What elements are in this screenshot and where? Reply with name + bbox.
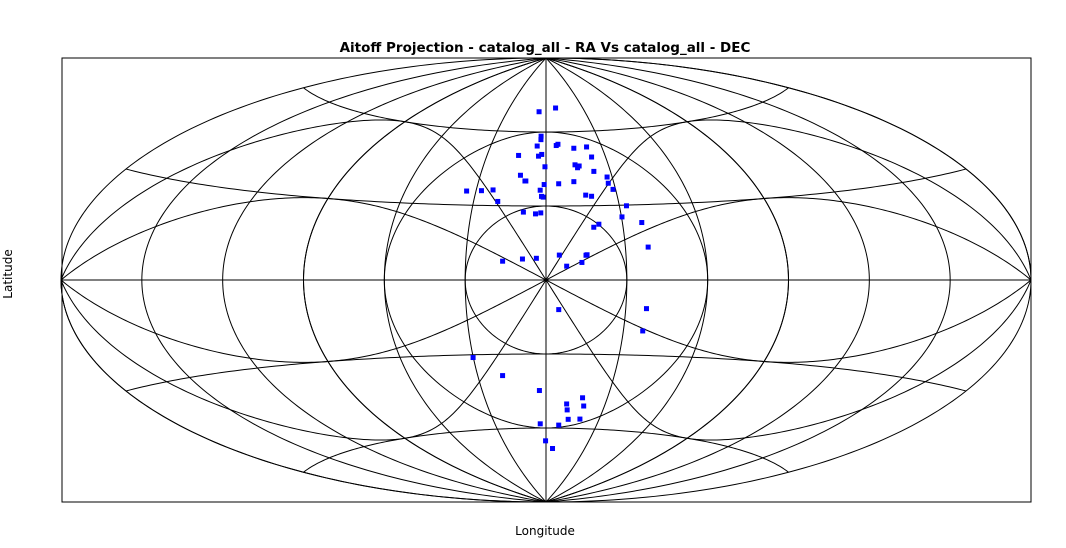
data-point	[550, 446, 556, 451]
data-point	[555, 141, 561, 147]
projection-grid	[60, 57, 1032, 503]
data-point	[523, 178, 529, 184]
data-point	[536, 153, 542, 159]
data-point	[556, 252, 562, 258]
data-point	[564, 263, 570, 269]
data-point	[538, 210, 544, 216]
data-point	[604, 174, 610, 180]
data-point	[589, 154, 595, 160]
data-point	[464, 188, 470, 194]
data-point	[605, 180, 611, 186]
data-point	[645, 244, 651, 250]
data-point	[556, 422, 562, 428]
data-point	[639, 220, 645, 226]
data-point	[539, 151, 545, 157]
chart-title: Aitoff Projection - catalog_all - RA Vs …	[340, 40, 751, 56]
data-point	[564, 401, 570, 407]
data-point	[536, 388, 542, 394]
data-point	[619, 214, 625, 220]
data-point	[537, 421, 543, 427]
data-point	[519, 256, 525, 262]
data-point	[591, 224, 597, 230]
data-point	[580, 395, 586, 401]
data-point	[564, 407, 570, 413]
data-point	[584, 144, 590, 150]
y-axis-label: Latitude	[1, 249, 15, 298]
data-point	[538, 133, 544, 139]
data-point	[470, 355, 476, 361]
data-point	[596, 221, 602, 227]
great-circle-line	[60, 197, 1032, 363]
data-point	[541, 182, 547, 188]
data-point	[542, 164, 548, 170]
data-point	[516, 152, 522, 158]
data-point	[543, 438, 549, 444]
data-point	[572, 162, 578, 168]
data-point	[610, 186, 616, 192]
data-point	[536, 109, 542, 115]
data-point	[623, 203, 629, 209]
data-points	[464, 105, 651, 451]
data-point	[517, 172, 523, 178]
data-point	[583, 192, 589, 198]
data-point	[478, 188, 484, 194]
data-point	[565, 416, 571, 422]
data-point	[538, 137, 544, 143]
data-point	[591, 168, 597, 174]
data-point	[540, 194, 546, 200]
data-point	[589, 193, 595, 199]
data-point	[575, 165, 581, 171]
data-point	[640, 328, 646, 334]
data-point	[583, 252, 589, 258]
data-point	[490, 187, 496, 193]
data-point	[643, 306, 649, 312]
data-point	[556, 307, 562, 313]
data-point	[495, 198, 501, 204]
x-axis-label: Longitude	[515, 524, 575, 538]
data-point	[520, 209, 526, 215]
data-point	[553, 105, 559, 111]
data-point	[533, 255, 539, 261]
data-point	[534, 143, 540, 149]
data-point	[579, 259, 585, 265]
data-point	[571, 145, 577, 151]
data-point	[537, 187, 543, 193]
data-point	[581, 403, 587, 409]
data-point	[500, 373, 506, 379]
data-point	[500, 258, 506, 264]
data-point	[533, 211, 539, 217]
data-point	[571, 179, 577, 185]
data-point	[556, 181, 562, 187]
data-point	[577, 416, 583, 422]
